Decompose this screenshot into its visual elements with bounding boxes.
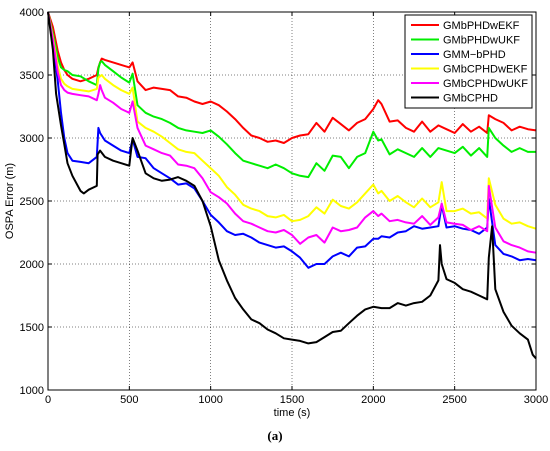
- legend-label: GMbPHDwUKF: [443, 35, 520, 47]
- y-axis-label: OSPA Error (m): [4, 163, 16, 239]
- legend: GMbPHDwEKF GMbPHDwUKF GMM−bPHD GMbCPHDwEKF G…: [404, 14, 533, 109]
- x-tick-label: 3000: [524, 394, 548, 406]
- x-tick-label: 1500: [280, 394, 304, 406]
- figure-caption: (a): [267, 428, 283, 443]
- y-tick-label: 1000: [20, 385, 44, 397]
- y-tick-label: 4000: [20, 7, 44, 19]
- x-tick-label: 2500: [442, 394, 466, 406]
- x-axis-label: time (s): [274, 407, 311, 419]
- y-tick-label: 3500: [20, 70, 44, 82]
- x-tick-label: 500: [120, 394, 138, 406]
- x-tick-label: 0: [45, 394, 51, 406]
- y-tick-label: 2000: [20, 259, 44, 271]
- legend-label: GMbCPHDwEKF: [443, 64, 528, 76]
- series-line-gmbcphdwukf: [47, 11, 537, 254]
- series-line-gmbcphdwekf: [47, 11, 537, 230]
- x-tick-label: 2000: [361, 394, 385, 406]
- legend-box: [404, 14, 533, 109]
- series-line-gmbphdwukf: [47, 11, 536, 179]
- legend-label: GMbCPHDwUKF: [443, 78, 528, 90]
- y-tick-label: 3000: [20, 133, 44, 145]
- series-line-gmm-bphd: [47, 11, 537, 269]
- y-tick-label: 2500: [20, 196, 44, 208]
- ospa-chart: 0 500 1000 1500 2000 2500 3000 1000 1500 2000 2500…: [4, 7, 549, 419]
- series-lines: [47, 11, 537, 360]
- x-tick-label: 1000: [198, 394, 222, 406]
- legend-label: GMbPHDwEKF: [443, 20, 520, 32]
- legend-label: GMM−bPHD: [443, 49, 506, 61]
- y-tick-label: 1500: [20, 322, 44, 334]
- ticks: 0 500 1000 1500 2000 2500 3000 1000 1500 2000 2500…: [20, 7, 549, 406]
- legend-label: GMbCPHD: [443, 93, 498, 105]
- series-line-gmbcphd: [47, 11, 537, 360]
